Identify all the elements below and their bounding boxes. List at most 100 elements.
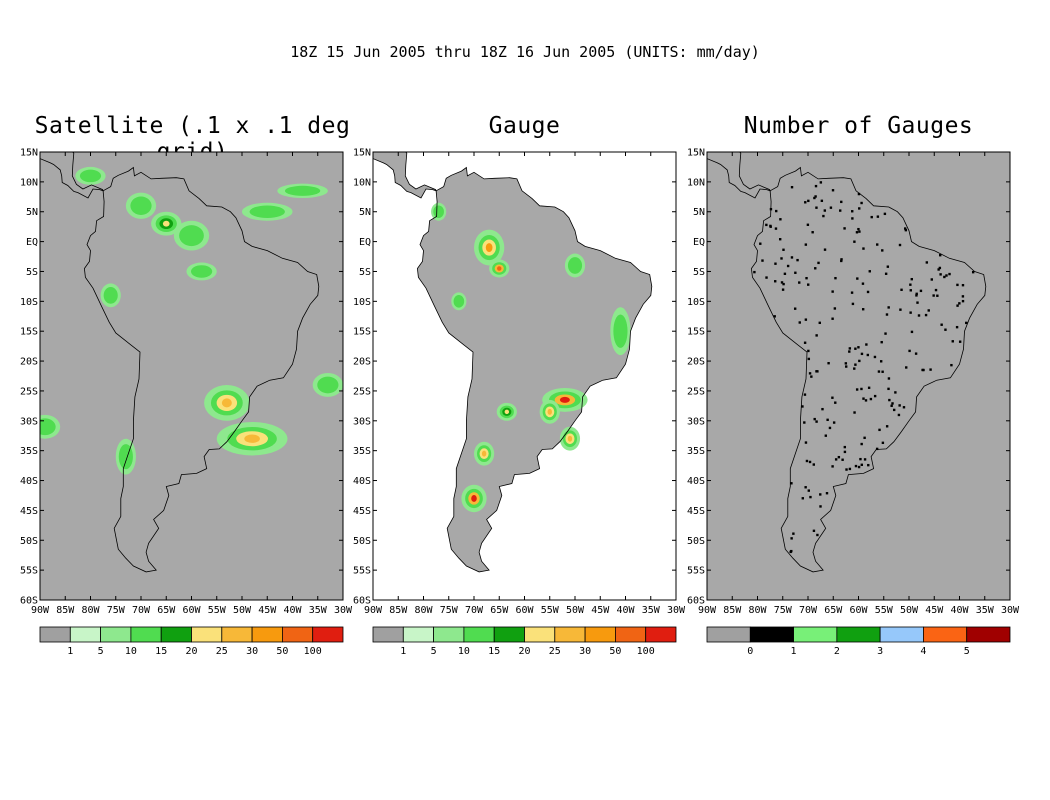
rain-area — [179, 225, 204, 247]
gauge-dot — [831, 317, 834, 320]
gauge-dot — [909, 289, 912, 292]
gauge-dot — [790, 537, 793, 540]
lat-label: EQ — [693, 237, 705, 248]
gauge-dot — [904, 228, 908, 232]
gauge-dot — [943, 275, 946, 279]
gauge-dot — [807, 349, 810, 353]
legend-label: 100 — [637, 646, 655, 657]
lat-label: 50S — [20, 536, 38, 547]
gauge-dot — [885, 313, 889, 316]
rain-area — [103, 286, 118, 304]
gauge-dot — [934, 288, 938, 292]
lon-label: 65W — [824, 605, 843, 616]
lat-label: 55S — [353, 566, 371, 577]
gauge-dot — [917, 314, 921, 317]
gauge-dot — [779, 218, 782, 221]
lat-label: 20S — [20, 357, 38, 368]
gauge-dot — [790, 482, 793, 485]
gauge-dot — [876, 215, 880, 218]
gauge-dot — [857, 346, 860, 349]
gauge-dot — [790, 549, 793, 553]
legend-label: 1 — [400, 646, 406, 657]
gauge-dot — [761, 259, 764, 262]
gauge-dot — [812, 463, 815, 466]
legend-swatch — [251, 626, 283, 643]
legend-label: 10 — [125, 646, 137, 657]
gauge-dot — [858, 359, 861, 363]
gauge-dot — [905, 366, 908, 369]
lon-label: 55W — [208, 605, 227, 616]
lon-label: 80W — [414, 605, 433, 616]
map-background — [40, 152, 343, 600]
gauge-dot — [939, 254, 942, 257]
gauge-dot — [867, 463, 870, 467]
gauge-dot — [810, 375, 813, 378]
lat-label: 55S — [20, 566, 38, 577]
gauge-dot — [860, 387, 863, 391]
lat-label: 5N — [359, 207, 371, 218]
gauge-dot — [903, 227, 907, 230]
gauge-dot — [898, 404, 901, 407]
gauge-dot — [919, 289, 923, 293]
lon-label: 45W — [925, 605, 944, 616]
gauge-dot — [886, 265, 890, 268]
gauge-dot — [958, 340, 962, 343]
legend-swatch — [879, 626, 924, 643]
lon-label: 70W — [799, 605, 818, 616]
legend-swatch — [312, 626, 344, 643]
gauge-dot — [858, 230, 861, 233]
gauge-dot — [854, 464, 858, 468]
gauge-dot — [822, 214, 825, 218]
gauge-dot — [790, 256, 794, 259]
lon-label: 55W — [875, 605, 894, 616]
gauge-dot — [781, 288, 785, 291]
gauge-dot — [834, 401, 837, 404]
gauge-dot — [807, 357, 811, 361]
gauge-dot — [861, 282, 865, 285]
lon-label: 35W — [642, 605, 661, 616]
gauge-dot — [780, 257, 783, 260]
gauge-dot — [808, 460, 812, 464]
lat-label: 30S — [353, 416, 371, 427]
legend-swatch — [554, 626, 586, 643]
map-background — [707, 152, 1010, 600]
gauge-dot — [971, 270, 975, 274]
legend-label: 30 — [579, 646, 591, 657]
gauge-dot — [820, 199, 824, 203]
gauge-dot — [848, 350, 851, 353]
lat-label: 35S — [687, 446, 705, 457]
lon-label: 90W — [31, 605, 50, 616]
gauge-dot — [819, 181, 823, 184]
gauge-dot — [840, 258, 843, 261]
gauge-dot — [831, 189, 835, 192]
gauge-dot — [823, 248, 827, 251]
gauge-dot — [915, 292, 918, 296]
gauge-dot — [860, 463, 863, 466]
coastline — [83, 166, 320, 573]
legend-label: 15 — [488, 646, 500, 657]
gauge-dot — [827, 362, 830, 365]
rain-area — [433, 205, 444, 219]
gauge-dot — [887, 377, 891, 380]
gauge-dot — [858, 207, 861, 210]
gauge-dot — [894, 391, 897, 394]
gauge-dot — [823, 209, 827, 212]
legend-label: 20 — [518, 646, 530, 657]
lat-label: 15S — [20, 327, 38, 338]
gauge-dot — [875, 447, 879, 451]
gauge-dot — [961, 295, 965, 298]
gauge-dot — [855, 231, 859, 234]
lat-label: 15N — [687, 148, 705, 159]
gauge-dot — [843, 445, 847, 449]
lat-label: EQ — [359, 237, 371, 248]
lon-label: 45W — [258, 605, 277, 616]
gauge-dot — [865, 343, 868, 346]
lat-label: 10N — [20, 177, 38, 188]
gauge-dot — [837, 455, 841, 459]
legend-label: 1 — [791, 646, 797, 657]
gauge-dot — [927, 309, 930, 312]
lat-label: 25S — [353, 386, 371, 397]
gauge-dot — [840, 259, 843, 263]
gauge-dot — [881, 370, 884, 373]
gauge-dot — [881, 249, 884, 252]
